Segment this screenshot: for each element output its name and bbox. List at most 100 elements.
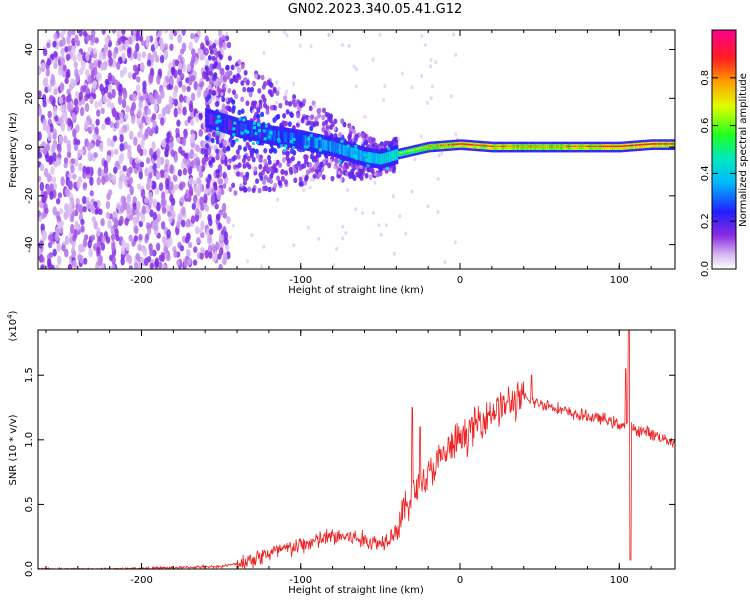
spectrogram-cell <box>74 91 80 99</box>
spectrogram-cell <box>105 201 111 210</box>
spectrogram-cell <box>186 63 192 72</box>
spectrogram-cell <box>152 181 157 190</box>
spectrogram-cell <box>224 160 229 167</box>
ridge-cell <box>325 140 328 151</box>
colorbar-gradient <box>711 29 737 270</box>
ridge-cell <box>533 145 536 148</box>
spectrogram-cell <box>189 148 195 158</box>
spectrogram-cell <box>449 94 453 99</box>
spectrogram-cell <box>185 96 191 105</box>
spectrogram-cell <box>80 218 85 226</box>
spectrogram-cell <box>72 128 77 138</box>
spectrogram-cell <box>236 153 241 160</box>
spectrogram-cell <box>221 202 227 213</box>
spectrogram-cell <box>158 182 164 192</box>
spectrogram-cell <box>175 127 180 135</box>
spectrogram-cell <box>344 230 348 235</box>
spectrogram-cell <box>127 71 133 79</box>
spectrogram-cell <box>56 242 61 252</box>
spectrogram-cell <box>230 64 235 71</box>
spectrogram-cell <box>354 67 358 72</box>
spectrogram-cell <box>284 144 288 148</box>
spectrogram-cell <box>339 177 343 182</box>
ridge-cell <box>214 115 217 127</box>
spectrogram-cell <box>57 255 62 266</box>
ridge-cell <box>549 145 552 148</box>
ridge-cell <box>251 125 254 137</box>
ridge-cell <box>291 132 294 144</box>
spectrogram-cell <box>62 64 67 73</box>
spectrogram-cell <box>210 243 216 252</box>
ridge-cell <box>243 123 246 135</box>
spectrogram-cell <box>373 180 377 185</box>
ridge-cell <box>256 126 259 138</box>
spectrogram-cell <box>46 173 52 183</box>
spectrogram-cell <box>58 64 64 71</box>
spectrogram-cell <box>391 194 395 199</box>
ridge-cell <box>352 147 355 159</box>
spectrogram-cell <box>91 30 96 37</box>
spectrogram-cell <box>204 249 209 259</box>
ridge-cell <box>554 145 557 148</box>
ridge-cell <box>470 143 473 146</box>
spectrogram-cell <box>249 152 254 159</box>
ridge-cell <box>231 120 234 132</box>
spectrogram-cell <box>54 115 59 122</box>
ridge-cell <box>598 145 601 148</box>
ridge-cell <box>656 143 659 145</box>
ridge-cell <box>640 143 643 146</box>
spectrogram-cell <box>262 97 267 103</box>
spectrogram-cell <box>262 129 266 133</box>
spectrogram-cell <box>321 121 326 127</box>
spectrogram-cell <box>198 128 203 137</box>
spectrogram-cell <box>198 169 204 179</box>
ridge-cell <box>667 143 670 145</box>
spectrogram-cell <box>235 138 239 142</box>
spectrogram-cell <box>314 116 319 122</box>
spectrogram-cell <box>129 94 134 101</box>
spectrogram-cell <box>53 161 58 168</box>
spectrogram-cell <box>205 75 210 82</box>
spectrogram-cell <box>51 143 56 154</box>
spectrogram-cell <box>57 144 62 154</box>
spectrogram-cell <box>413 157 417 162</box>
spectrogram-cell <box>250 233 254 238</box>
spectrogram-cell <box>437 153 441 158</box>
spectrogram-cell <box>87 74 93 85</box>
spectrogram-cell <box>200 147 206 155</box>
spectrogram-cell <box>213 72 218 78</box>
colorbar-tick-label: 0.4 <box>700 165 711 181</box>
ridge-cell <box>509 145 512 148</box>
ridge-cell <box>663 143 666 145</box>
spectrogram-cell <box>125 105 130 113</box>
spectrogram-cell <box>101 30 106 36</box>
ridge-cell <box>249 124 252 136</box>
spectrogram-cell <box>453 240 457 245</box>
ridge-cell <box>480 144 483 147</box>
spectrogram-cell <box>70 158 76 165</box>
ridge-cell <box>247 124 250 136</box>
spectrogram-cell <box>266 166 271 173</box>
spectrogram-cell <box>307 137 311 141</box>
spectrogram-cell <box>135 84 141 93</box>
spectrogram-cell <box>92 132 98 140</box>
spectrogram-cell <box>217 132 221 136</box>
spectrogram-cell <box>38 131 42 141</box>
ridge-cell <box>449 143 452 146</box>
spectrogram-cell <box>128 265 134 269</box>
spectrogram-cell <box>284 100 289 106</box>
spectrogram-cell <box>366 166 371 173</box>
spectrogram-cell <box>293 168 298 174</box>
spectrogram-cell <box>90 123 95 131</box>
spectrogram-cell <box>53 50 58 58</box>
spectrogram-cell <box>207 235 212 245</box>
spectrogram-cell <box>221 103 226 113</box>
spectrogram-cell <box>59 82 65 92</box>
spectrogram-cell <box>365 158 369 162</box>
spectrogram-cell <box>103 86 109 94</box>
spectrogram-cell <box>337 170 341 175</box>
ridge-cell <box>379 153 382 165</box>
spectrogram-cell <box>236 72 241 79</box>
ridge-cell <box>654 143 657 145</box>
x-tick-label: -100 <box>289 575 312 586</box>
